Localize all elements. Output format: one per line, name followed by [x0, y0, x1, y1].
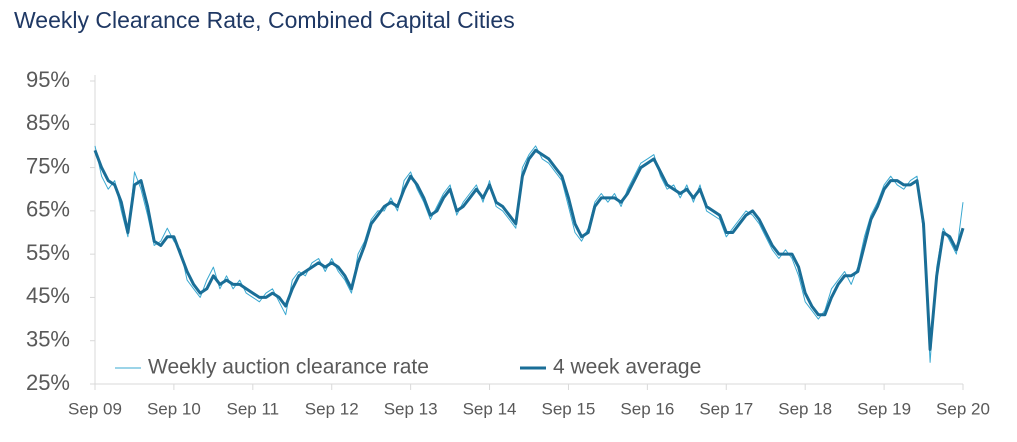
x-tick-label: Sep 15 — [542, 399, 596, 418]
x-tick-label: Sep 10 — [147, 399, 201, 418]
x-tick-label: Sep 19 — [857, 399, 911, 418]
series-line — [93, 148, 965, 351]
x-tick-label: Sep 12 — [305, 399, 359, 418]
x-tick-label: Sep 13 — [384, 399, 438, 418]
y-tick-label: 35% — [26, 327, 70, 352]
series-line — [94, 145, 964, 363]
x-tick-label: Sep 16 — [620, 399, 674, 418]
y-tick-label: 85% — [26, 110, 70, 135]
y-tick-label: 55% — [26, 240, 70, 265]
x-tick-label: Sep 20 — [936, 399, 990, 418]
chart-title: Weekly Clearance Rate, Combined Capital … — [14, 7, 515, 33]
x-tick-label: Sep 11 — [227, 399, 280, 418]
y-tick-label: 75% — [26, 153, 70, 178]
x-tick-label: Sep 18 — [778, 399, 832, 418]
y-tick-label: 95% — [26, 67, 70, 92]
y-tick-label: 45% — [26, 283, 70, 308]
legend-label: Weekly auction clearance rate — [148, 356, 429, 379]
y-tick-label: 65% — [26, 197, 70, 222]
y-tick-label: 25% — [26, 370, 70, 395]
legend-label: 4 week average — [553, 356, 701, 379]
x-tick-label: Sep 14 — [463, 399, 517, 418]
x-tick-label: Sep 17 — [699, 399, 753, 418]
x-tick-label: Sep 09 — [68, 399, 122, 418]
